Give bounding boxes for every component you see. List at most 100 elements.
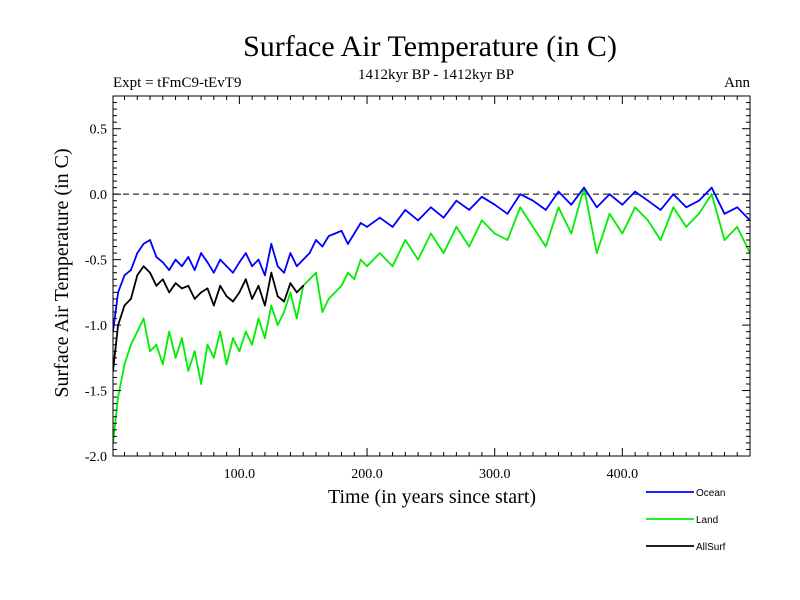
data-point-land: [149, 350, 151, 353]
data-point-land: [698, 212, 700, 215]
data-point-land: [161, 363, 164, 366]
data-point-ocean: [295, 265, 298, 268]
legend-label-land: Land: [696, 515, 718, 526]
data-point-land: [130, 343, 132, 346]
data-point-allsurf: [206, 287, 209, 290]
data-point-ocean: [238, 261, 241, 264]
data-point-ocean: [659, 209, 662, 211]
data-point-allsurf: [130, 298, 132, 300]
data-point-land: [519, 206, 522, 209]
legend-label-allsurf: AllSurf: [696, 542, 726, 553]
series-layer: [113, 186, 750, 444]
data-point-ocean: [359, 222, 362, 224]
data-point-land: [493, 232, 496, 235]
data-point-land: [608, 212, 611, 215]
data-point-land: [570, 232, 573, 235]
data-point-ocean: [168, 269, 171, 271]
data-point-allsurf: [142, 265, 145, 268]
axes-layer: 100.0 200.0 300.0 400.0 -2.0 -1.5 -1.0 -0.5 0.0 0…: [85, 95, 751, 482]
data-point-land: [181, 337, 183, 340]
data-point-land: [117, 396, 119, 398]
data-point-ocean: [347, 243, 349, 245]
data-point-ocean: [161, 261, 164, 264]
data-point-land: [736, 226, 739, 228]
data-point-ocean: [264, 274, 266, 277]
data-point-ocean: [634, 190, 636, 193]
data-point-land: [315, 271, 317, 274]
data-point-ocean: [736, 206, 739, 209]
data-point-allsurf: [149, 271, 151, 274]
data-point-ocean: [334, 232, 336, 235]
data-point-ocean: [544, 209, 547, 211]
data-point-land: [168, 330, 171, 333]
chart-subtitle: 1412kyr BP - 1412kyr BP: [358, 67, 514, 83]
data-point-ocean: [315, 239, 317, 241]
data-point-ocean: [244, 252, 247, 255]
y-axis-label: Surface Air Temperature (in C): [51, 148, 73, 397]
data-point-allsurf: [232, 300, 234, 303]
data-point-ocean: [417, 219, 419, 222]
data-point-ocean: [710, 186, 713, 189]
data-point-ocean: [193, 269, 196, 271]
data-point-land: [251, 343, 254, 346]
data-point-land: [710, 193, 713, 196]
data-point-land: [219, 330, 222, 333]
data-point-ocean: [570, 203, 573, 206]
data-point-allsurf: [295, 291, 298, 294]
legend: Ocean Land AllSurf: [646, 488, 726, 553]
season-label: Ann: [724, 75, 750, 91]
data-point-land: [340, 284, 343, 287]
data-point-ocean: [117, 291, 119, 294]
data-point-allsurf: [136, 274, 139, 277]
data-point-ocean: [468, 209, 471, 211]
data-point-land: [321, 311, 324, 313]
data-point-ocean: [257, 258, 260, 261]
data-point-allsurf: [264, 304, 266, 307]
data-point-allsurf: [251, 298, 254, 300]
data-point-ocean: [187, 256, 190, 258]
data-point-ocean: [608, 193, 611, 196]
data-point-ocean: [378, 216, 381, 219]
data-point-ocean: [200, 252, 203, 255]
data-point-allsurf: [276, 295, 279, 298]
data-point-land: [672, 206, 675, 209]
data-point-ocean: [685, 206, 688, 209]
y-tick-label: -2.0: [85, 450, 107, 465]
data-point-land: [468, 245, 471, 248]
data-point-land: [212, 356, 215, 359]
data-point-land: [417, 258, 419, 261]
data-point-ocean: [442, 216, 445, 219]
data-point-ocean: [174, 258, 177, 261]
data-point-land: [634, 206, 636, 209]
data-point-ocean: [723, 212, 726, 215]
plot-frame: [112, 95, 751, 457]
data-point-ocean: [391, 226, 394, 228]
data-point-ocean: [149, 239, 151, 241]
y-tick-label: -0.5: [85, 254, 107, 269]
data-point-land: [659, 239, 662, 241]
data-point-ocean: [519, 193, 522, 196]
data-point-land: [595, 252, 598, 255]
data-point-ocean: [142, 243, 145, 245]
y-tick-label: -1.5: [85, 385, 107, 400]
data-point-allsurf: [155, 284, 158, 287]
data-point-land: [142, 317, 145, 320]
data-point-ocean: [181, 265, 183, 268]
data-point-land: [276, 324, 279, 326]
data-point-land: [391, 265, 394, 268]
legend-label-ocean: Ocean: [696, 488, 725, 499]
data-point-land: [544, 245, 547, 248]
x-tick-label: 400.0: [607, 467, 639, 482]
data-point-land: [430, 232, 432, 235]
x-tick-label: 300.0: [479, 467, 511, 482]
data-point-ocean: [455, 199, 458, 202]
data-point-ocean: [302, 258, 305, 261]
data-point-land: [334, 291, 336, 294]
data-point-ocean: [621, 203, 624, 206]
data-point-ocean: [493, 203, 496, 206]
data-point-allsurf: [270, 271, 273, 274]
data-point-allsurf: [289, 282, 292, 285]
data-point-ocean: [251, 265, 254, 268]
data-point-allsurf: [257, 284, 260, 287]
